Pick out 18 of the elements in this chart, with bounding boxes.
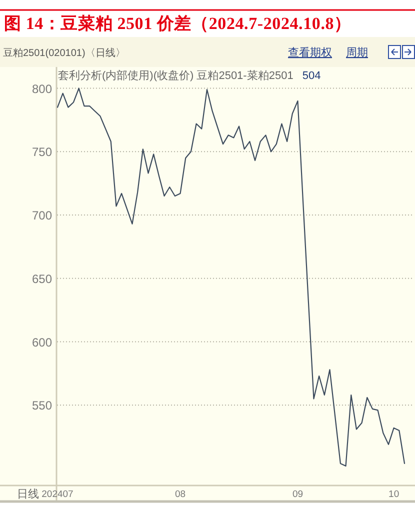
annotation: 504	[302, 70, 321, 82]
x-tick-label: 202407	[42, 489, 74, 500]
x-axis-title: 日线	[17, 488, 39, 500]
line-series	[56, 88, 406, 467]
y-tick-label: 750	[32, 145, 52, 160]
chart-subtitle: 豆粕2501(020101)〈日线〉	[3, 47, 126, 59]
y-tick-label: 700	[32, 208, 52, 223]
text: 周期	[346, 47, 368, 59]
x-tick-label: 09	[292, 489, 304, 500]
y-tick-label: 550	[32, 398, 52, 413]
x-tick-label: 10	[388, 489, 400, 500]
chart-title: 图 14：豆菜粕 2501 价差（2024.7-2024.10.8）	[4, 14, 352, 33]
text: 查看期权	[288, 46, 332, 59]
x-tick-label: 08	[174, 489, 186, 500]
y-tick-label: 600	[32, 335, 52, 350]
y-tick-label: 650	[32, 272, 52, 286]
y-tick-label: 800	[32, 82, 52, 96]
annotation: 套利分析(内部使用)(收盘价) 豆粕2501-菜粕2501	[58, 69, 294, 82]
